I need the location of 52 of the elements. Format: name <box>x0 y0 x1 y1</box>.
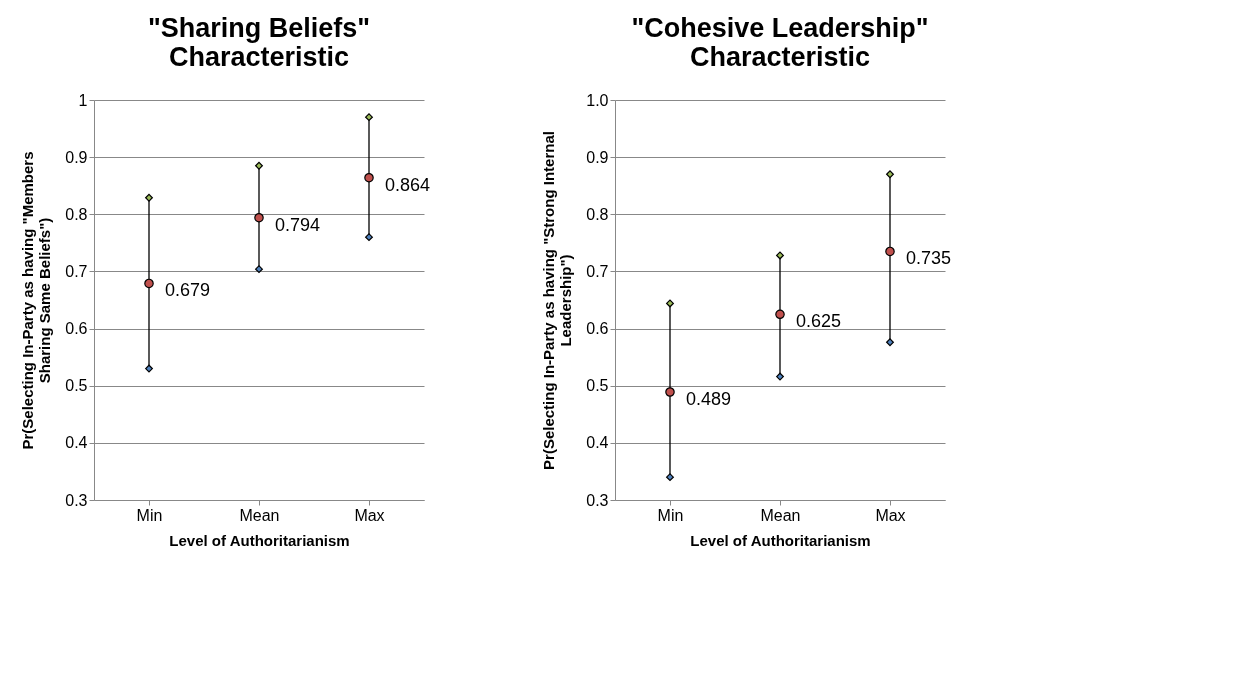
y-axis-title: Pr(Selecting In-Party as having "Strong Internal Leadership") <box>540 131 575 470</box>
y-tick-label: 0.7 <box>586 262 609 280</box>
point <box>365 113 373 122</box>
y-tick-label: 1.0 <box>586 91 609 109</box>
x-tick-label: Min <box>136 506 163 524</box>
x-tick-label: Min <box>657 506 684 524</box>
point <box>665 387 675 397</box>
y-tick-label: 1 <box>78 91 88 109</box>
data-label: 0.794 <box>275 214 321 235</box>
point <box>145 193 153 202</box>
data-label: 0.489 <box>686 389 732 409</box>
point <box>886 338 894 347</box>
y-tick-label: 0.9 <box>65 148 88 166</box>
x-axis-title: Level of Authoritarianism <box>690 531 871 549</box>
point <box>666 299 674 308</box>
y-tick-label: 0.9 <box>586 148 609 166</box>
x-tick-label: Mean <box>760 506 801 524</box>
y-tick-label: 0.8 <box>65 205 88 223</box>
point <box>144 278 154 289</box>
y-tick-label: 0.3 <box>586 491 609 509</box>
point <box>254 212 264 223</box>
y-tick-label: 0.4 <box>586 434 609 452</box>
point <box>364 172 374 183</box>
y-tick-label: 0.5 <box>586 377 609 395</box>
point <box>666 473 674 482</box>
y-tick-label: 0.4 <box>65 434 88 452</box>
point <box>145 364 153 373</box>
y-axis-title: Pr(Selecting In-Party as having "Members Sharing Same Beliefs") <box>19 151 54 450</box>
point <box>885 246 895 257</box>
x-axis-title: Level of Authoritarianism <box>169 531 350 549</box>
data-label: 0.864 <box>385 174 431 195</box>
point <box>776 372 784 381</box>
y-tick-label: 0.5 <box>65 377 88 395</box>
x-tick-label: Max <box>875 506 906 524</box>
x-tick-label: Max <box>354 506 385 524</box>
y-tick-label: 0.8 <box>586 205 609 223</box>
chart-title: "Sharing Beliefs" Characteristic <box>147 13 371 72</box>
y-tick-label: 0.7 <box>65 262 88 280</box>
point <box>365 233 373 242</box>
chart-title: "Cohesive Leadership" Characteristic <box>631 13 929 72</box>
data-label: 0.735 <box>906 248 952 269</box>
y-tick-label: 0.6 <box>586 320 609 338</box>
point <box>776 251 784 260</box>
point <box>886 170 894 179</box>
data-label: 0.679 <box>165 280 211 301</box>
point <box>255 265 263 274</box>
point <box>775 309 785 320</box>
data-label: 0.625 <box>796 311 842 332</box>
point <box>255 161 263 170</box>
x-tick-label: Mean <box>239 506 280 524</box>
y-tick-label: 0.3 <box>65 491 88 509</box>
y-tick-label: 0.6 <box>65 320 88 338</box>
